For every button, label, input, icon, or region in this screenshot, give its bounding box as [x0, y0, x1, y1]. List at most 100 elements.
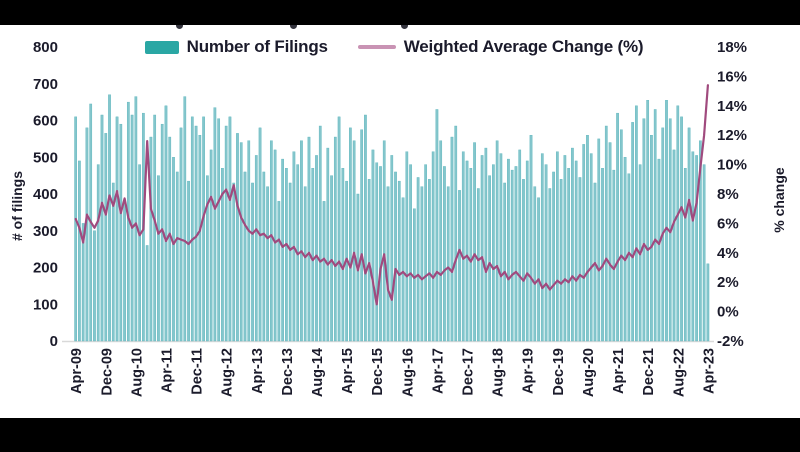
filings-bar	[533, 186, 537, 342]
filings-bar	[217, 118, 221, 342]
x-axis-tick: Dec-13	[280, 348, 296, 396]
x-axis-tick: Aug-22	[671, 348, 687, 397]
filings-bar	[206, 175, 209, 342]
filings-bar	[390, 155, 394, 342]
filings-bar	[285, 168, 288, 342]
right-axis-tick: 2%	[717, 274, 739, 291]
right-axis-tick: 16%	[717, 68, 747, 85]
filings-bar	[431, 151, 435, 342]
filings-bar	[601, 168, 604, 342]
left-axis-tick: 100	[33, 296, 58, 313]
x-axis-tick: Aug-20	[581, 348, 597, 397]
left-axis-tick: 500	[33, 149, 58, 166]
right-axis-tick: 6%	[717, 215, 739, 232]
filings-bar	[187, 180, 190, 342]
right-axis-tick: -2%	[717, 333, 744, 350]
filings-bar	[247, 140, 251, 342]
left-axis-tick: 800	[33, 39, 58, 56]
filings-bar	[104, 133, 108, 342]
legend: Number of Filings Weighted Average Chang…	[74, 35, 714, 59]
legend-label-filings: Number of Filings	[186, 37, 328, 56]
filings-bar	[672, 149, 676, 342]
filings-bar	[401, 197, 405, 342]
filings-bar	[326, 147, 330, 342]
x-axis-tick: Dec-11	[190, 348, 206, 395]
filings-bar	[495, 140, 499, 342]
filings-bar	[552, 171, 555, 342]
filings-bar	[548, 188, 552, 342]
filings-bar	[375, 162, 379, 342]
filings-bar	[228, 116, 232, 342]
filings-bar	[138, 164, 141, 342]
filings-bar	[269, 140, 273, 342]
filings-bar	[559, 179, 563, 342]
right-axis-tick: 18%	[717, 39, 747, 56]
filings-bar	[239, 142, 243, 342]
filings-bar	[424, 164, 427, 342]
filings-bar	[540, 153, 544, 342]
filings-bar	[307, 136, 311, 342]
filings-bar	[578, 177, 582, 342]
filings-bar	[318, 125, 322, 342]
filings-bar	[145, 245, 149, 342]
filings-bar	[311, 168, 315, 342]
x-axis-tick: Dec-09	[99, 348, 115, 396]
filings-bar	[619, 129, 623, 342]
filings-bar	[202, 116, 205, 342]
filings-bar	[288, 182, 292, 342]
filings-bar	[623, 157, 627, 342]
filings-bar	[525, 160, 529, 342]
filings-bar	[266, 186, 269, 342]
x-axis-tick: Apr-17	[430, 348, 446, 394]
filings-bar	[480, 155, 484, 342]
filings-bar	[544, 164, 548, 342]
filings-bar	[435, 109, 439, 342]
filings-bar	[330, 175, 333, 342]
filings-bar	[333, 136, 337, 342]
filings-bar	[680, 116, 683, 342]
filings-bar	[93, 230, 96, 342]
filings-bar	[190, 116, 194, 342]
filings-bar	[488, 175, 491, 342]
x-axis-tick: Dec-15	[370, 348, 386, 396]
filings-bar	[683, 168, 687, 342]
filings-bar	[650, 134, 653, 342]
filings-bar	[254, 155, 258, 342]
filings-bar	[164, 105, 168, 342]
line-series-swatch-icon	[357, 45, 396, 49]
filings-bar	[631, 122, 634, 342]
left-axis-tick: 400	[33, 186, 58, 203]
filings-bar	[85, 127, 89, 342]
filings-bar	[123, 201, 126, 342]
filings-bar	[262, 171, 266, 342]
filings-bar	[153, 114, 157, 342]
top-crop-bar	[0, 0, 800, 25]
filings-bar	[476, 188, 480, 342]
right-axis-tick: 4%	[717, 245, 739, 262]
filings-bar	[157, 175, 160, 342]
filings-bar	[428, 179, 431, 342]
x-axis-tick: Aug-10	[129, 348, 145, 397]
filings-bar	[507, 158, 510, 342]
x-axis-tick: Dec-17	[461, 348, 477, 396]
filings-bar	[627, 173, 631, 342]
filings-bar	[454, 125, 458, 342]
x-axis-tick: Dec-19	[551, 348, 567, 396]
filings-bar	[315, 155, 318, 342]
x-axis-tick: Aug-14	[310, 348, 326, 397]
filings-bar	[465, 160, 469, 342]
filings-bar	[537, 197, 540, 342]
cropped-title-descender	[290, 23, 297, 29]
filings-bar	[367, 179, 371, 342]
filings-bar	[78, 160, 81, 342]
x-axis-tick: Apr-23	[701, 348, 717, 394]
cropped-title-descender	[176, 23, 183, 29]
left-axis-tick: 200	[33, 260, 58, 277]
filings-bar	[503, 182, 507, 342]
filings-bar	[574, 160, 578, 342]
x-axis-tick: Apr-11	[160, 348, 176, 393]
filings-bar	[635, 105, 638, 342]
filings-bar	[243, 171, 247, 342]
filings-bar	[236, 133, 239, 342]
filings-bar	[382, 140, 386, 342]
